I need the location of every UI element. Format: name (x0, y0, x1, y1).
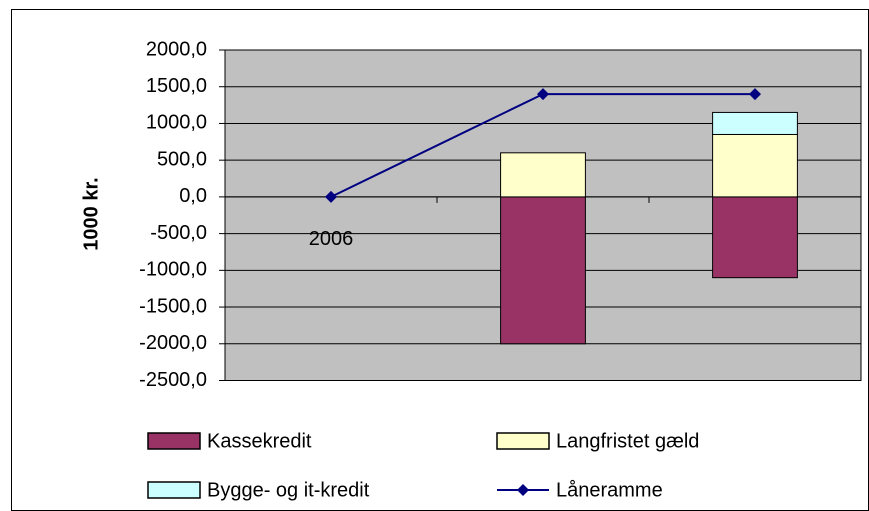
y-tick-label: 2000,0 (146, 38, 207, 60)
bar (712, 111, 798, 135)
x-tick-label: 2006 (309, 228, 354, 250)
bar (712, 133, 798, 198)
bar (500, 152, 586, 198)
y-axis-label: 1000 kr. (80, 177, 102, 250)
legend-label: Langfristet gæld (556, 430, 699, 452)
y-tick-label: -2000,0 (139, 332, 207, 354)
bar (500, 196, 586, 345)
y-tick-label: -2500,0 (139, 369, 207, 391)
legend-label: Låneramme (556, 479, 663, 501)
y-tick-label: 0,0 (179, 185, 207, 207)
marker (537, 88, 549, 101)
y-tick-label: -500,0 (150, 222, 207, 244)
legend-swatch (147, 432, 201, 450)
y-tick-label: 1000,0 (146, 112, 207, 134)
legend-marker (517, 484, 529, 496)
legend-swatch (147, 481, 201, 499)
y-tick-label: -1500,0 (139, 295, 207, 317)
bar (712, 196, 798, 279)
legend-label: Bygge- og it-kredit (207, 479, 370, 501)
y-tick-label: 1500,0 (146, 75, 207, 97)
y-tick-label: -1000,0 (139, 259, 207, 281)
marker (325, 190, 337, 203)
legend-swatch (496, 432, 550, 450)
y-tick-label: 500,0 (157, 148, 207, 170)
legend-label: Kassekredit (207, 430, 312, 452)
marker (749, 88, 761, 101)
